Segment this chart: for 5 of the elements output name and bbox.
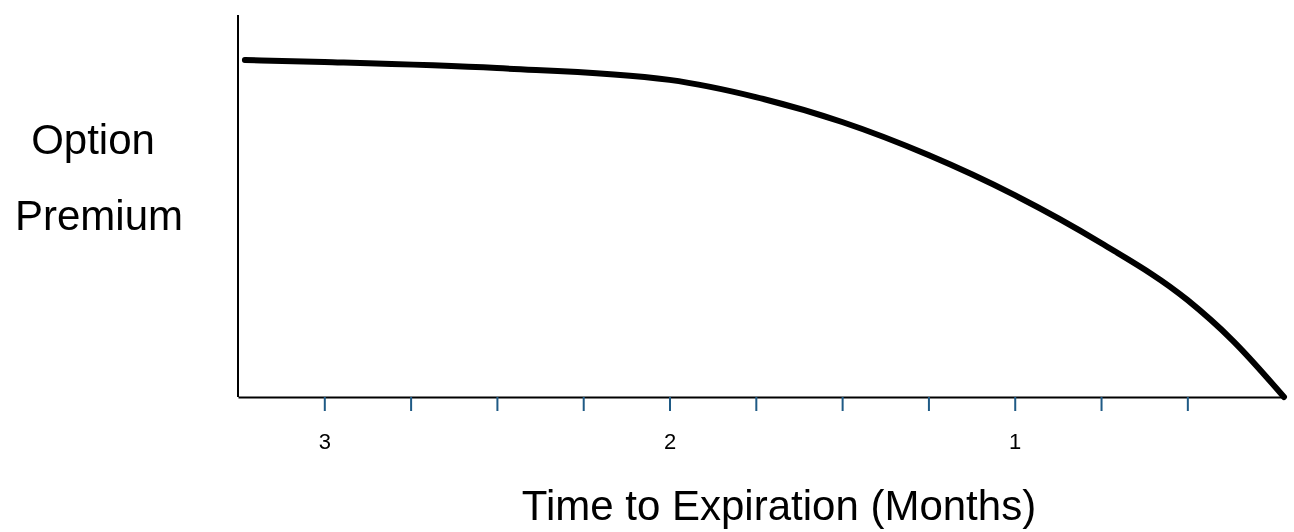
x-tick-label: 1 xyxy=(1009,428,1022,454)
y-axis-title: Option Premium xyxy=(14,116,184,239)
x-axis-title: Time to Expiration (Months) xyxy=(521,482,1037,529)
x-tick-label: 3 xyxy=(318,428,331,454)
x-tick-label: 2 xyxy=(663,428,677,454)
